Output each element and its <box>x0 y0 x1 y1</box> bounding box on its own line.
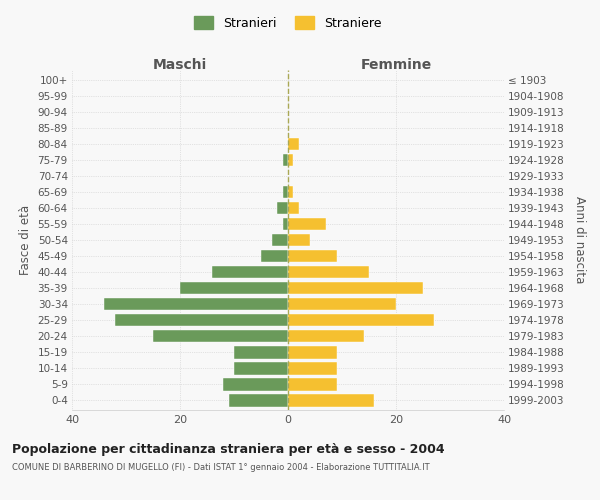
Bar <box>288 378 337 390</box>
Legend: Stranieri, Straniere: Stranieri, Straniere <box>190 11 386 35</box>
Text: Maschi: Maschi <box>153 58 207 71</box>
Bar <box>234 346 288 358</box>
Bar <box>212 266 288 278</box>
Bar <box>283 186 288 198</box>
Text: Popolazione per cittadinanza straniera per età e sesso - 2004: Popolazione per cittadinanza straniera p… <box>12 442 445 456</box>
Text: Femmine: Femmine <box>361 58 431 71</box>
Bar <box>229 394 288 406</box>
Bar <box>277 202 288 214</box>
Bar <box>288 330 364 342</box>
Bar <box>115 314 288 326</box>
Bar <box>288 282 423 294</box>
Bar <box>234 362 288 374</box>
Bar <box>283 218 288 230</box>
Bar <box>283 154 288 166</box>
Bar <box>261 250 288 262</box>
Bar <box>104 298 288 310</box>
Bar <box>288 234 310 246</box>
Text: COMUNE DI BARBERINO DI MUGELLO (FI) - Dati ISTAT 1° gennaio 2004 - Elaborazione : COMUNE DI BARBERINO DI MUGELLO (FI) - Da… <box>12 462 430 471</box>
Bar <box>153 330 288 342</box>
Bar <box>288 250 337 262</box>
Bar <box>288 266 369 278</box>
Bar <box>223 378 288 390</box>
Bar <box>272 234 288 246</box>
Bar <box>288 346 337 358</box>
Bar <box>288 186 293 198</box>
Bar <box>288 218 326 230</box>
Bar <box>288 202 299 214</box>
Y-axis label: Anni di nascita: Anni di nascita <box>573 196 586 284</box>
Y-axis label: Fasce di età: Fasce di età <box>19 205 32 275</box>
Bar <box>180 282 288 294</box>
Bar <box>288 314 434 326</box>
Bar <box>288 362 337 374</box>
Bar <box>288 298 396 310</box>
Bar <box>288 394 374 406</box>
Bar <box>288 138 299 150</box>
Bar <box>288 154 293 166</box>
